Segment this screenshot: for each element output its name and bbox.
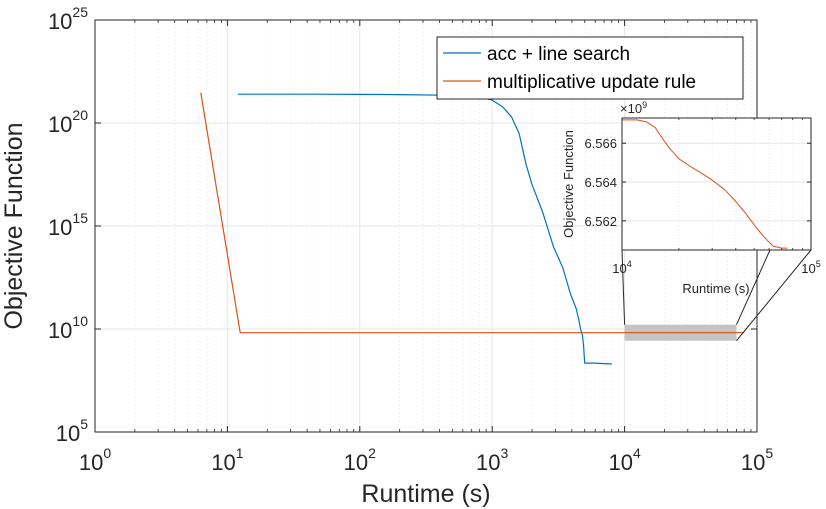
legend: acc + line search multiplicative update … bbox=[436, 36, 744, 100]
x-tick-label: 102 bbox=[344, 445, 376, 475]
inset-y-axis-title: Objective Function bbox=[561, 130, 576, 238]
inset-ticks bbox=[622, 118, 811, 250]
inset-y-tick-label: 6.562 bbox=[584, 214, 617, 229]
inset-series-line-0 bbox=[622, 119, 788, 249]
y-tick-labels: 105 1010 1015 1020 1025 bbox=[48, 4, 88, 446]
y-axis-title: Objective Function bbox=[0, 122, 28, 329]
inset-y-multiplier: ×109 bbox=[620, 100, 647, 116]
y-tick-label: 105 bbox=[56, 416, 88, 446]
zoom-connector-line bbox=[621, 249, 626, 325]
inset-x-axis-title: Runtime (s) bbox=[682, 281, 749, 296]
legend-box bbox=[436, 36, 744, 100]
inset-lines bbox=[622, 119, 788, 249]
inset-grid bbox=[622, 118, 811, 250]
inset-y-tick-labels: 6.562 6.564 6.566 bbox=[584, 136, 617, 229]
series-line-1 bbox=[200, 92, 745, 334]
zoom-connector-line bbox=[736, 249, 771, 325]
y-tick-label: 1010 bbox=[48, 313, 88, 343]
inset-y-tick-label: 6.564 bbox=[584, 175, 617, 190]
inset-x-tick-label: 104 bbox=[612, 259, 631, 276]
x-tick-labels: 100 101 102 103 104 105 bbox=[79, 445, 773, 475]
inset-plot-frame bbox=[621, 117, 812, 251]
inset-x-tick-label: 105 bbox=[801, 259, 820, 276]
legend-label-acc-line-search: acc + line search bbox=[487, 44, 630, 65]
inset-y-tick-label: 6.566 bbox=[584, 136, 617, 151]
main-ticks bbox=[94, 19, 758, 433]
inset-x-tick-labels: 104 105 bbox=[612, 259, 820, 276]
y-tick-label: 1020 bbox=[48, 107, 88, 137]
x-tick-label: 100 bbox=[79, 445, 111, 475]
y-tick-label: 1025 bbox=[48, 4, 88, 34]
x-tick-label: 103 bbox=[476, 445, 508, 475]
legend-label-multiplicative-update-rule: multiplicative update rule bbox=[487, 72, 696, 93]
x-tick-label: 105 bbox=[741, 445, 773, 475]
zoom-connector-line bbox=[736, 249, 812, 342]
x-tick-label: 104 bbox=[608, 445, 640, 475]
y-tick-label: 1015 bbox=[48, 210, 88, 240]
x-axis-title: Runtime (s) bbox=[361, 480, 490, 508]
zoom-connectors bbox=[621, 249, 812, 342]
x-tick-label: 101 bbox=[211, 445, 243, 475]
